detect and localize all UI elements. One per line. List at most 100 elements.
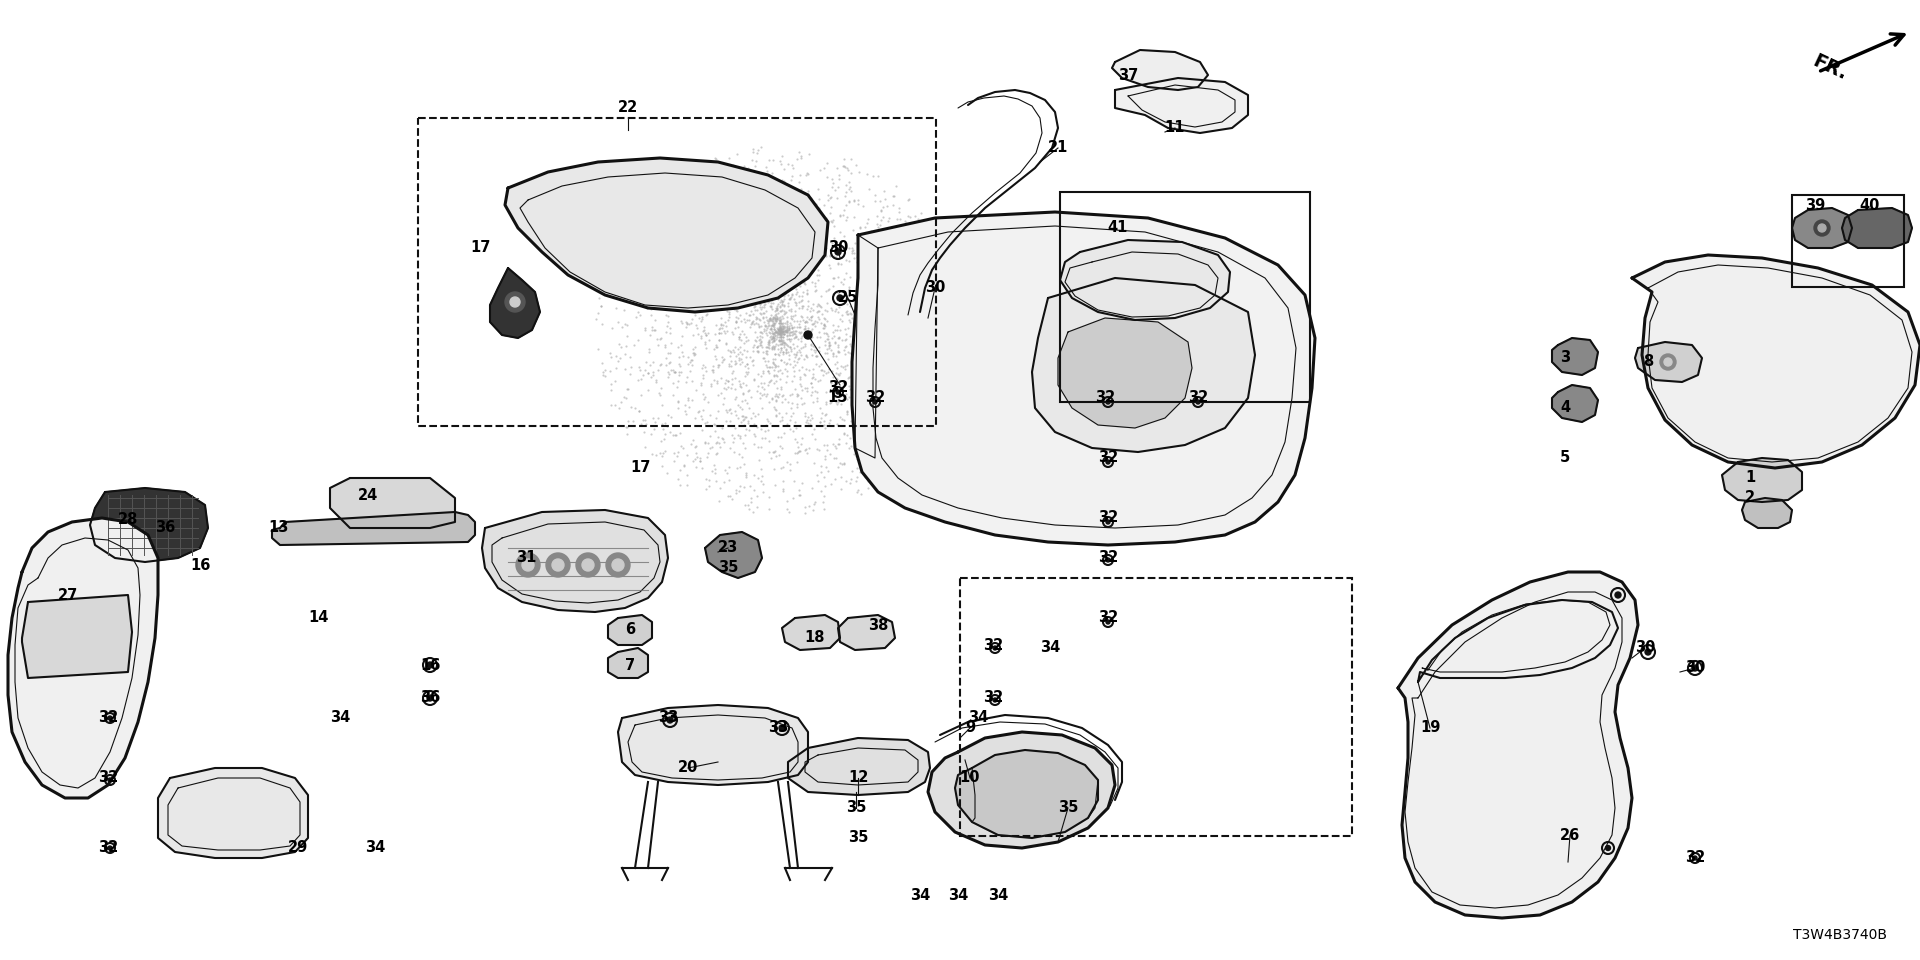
Text: 3: 3 (1559, 350, 1571, 366)
Polygon shape (273, 512, 474, 545)
Circle shape (1814, 220, 1830, 236)
Text: 24: 24 (357, 488, 378, 502)
Text: 6: 6 (624, 622, 636, 637)
Polygon shape (837, 615, 895, 650)
Text: 34: 34 (365, 841, 386, 855)
Polygon shape (609, 648, 649, 678)
Circle shape (1645, 649, 1651, 655)
Circle shape (1692, 665, 1697, 671)
Polygon shape (1116, 78, 1248, 133)
Circle shape (108, 778, 111, 782)
Bar (1791, 195, 1905, 287)
Polygon shape (705, 532, 762, 578)
Polygon shape (505, 158, 828, 312)
Circle shape (108, 716, 111, 720)
Text: 11: 11 (1165, 121, 1185, 135)
Text: 12: 12 (849, 771, 868, 785)
Polygon shape (8, 518, 157, 798)
Circle shape (545, 553, 570, 577)
Text: 4: 4 (1559, 400, 1571, 416)
Text: 30: 30 (1634, 640, 1655, 656)
Circle shape (1661, 354, 1676, 370)
Circle shape (612, 559, 624, 571)
Text: 34: 34 (989, 887, 1008, 902)
Polygon shape (787, 738, 929, 795)
Polygon shape (490, 268, 540, 338)
Text: 30: 30 (828, 241, 849, 255)
Text: 27: 27 (58, 588, 79, 603)
Text: 16: 16 (190, 558, 209, 572)
Circle shape (1665, 358, 1672, 366)
Text: 20: 20 (678, 760, 699, 776)
Circle shape (993, 698, 996, 702)
Text: 35: 35 (1058, 801, 1079, 815)
Polygon shape (157, 768, 307, 858)
Circle shape (780, 725, 785, 731)
Circle shape (553, 559, 564, 571)
Text: 5: 5 (1559, 450, 1571, 466)
Polygon shape (1741, 498, 1791, 528)
Polygon shape (1791, 208, 1853, 248)
Circle shape (835, 390, 841, 394)
Text: 34: 34 (968, 710, 989, 726)
Polygon shape (1033, 278, 1256, 452)
Text: 35: 35 (718, 561, 737, 575)
Circle shape (522, 559, 534, 571)
Text: 40: 40 (1860, 198, 1880, 212)
Text: 15: 15 (828, 391, 849, 405)
Text: 32: 32 (1686, 851, 1705, 866)
Text: 13: 13 (267, 520, 288, 536)
Text: 18: 18 (804, 631, 826, 645)
Text: 35: 35 (849, 830, 868, 846)
Text: 23: 23 (718, 540, 737, 556)
Circle shape (426, 662, 434, 668)
Text: T3W4B3740B: T3W4B3740B (1793, 928, 1887, 942)
Circle shape (582, 559, 593, 571)
Circle shape (1615, 592, 1620, 598)
Polygon shape (90, 488, 207, 562)
Circle shape (1106, 400, 1110, 404)
Text: 17: 17 (470, 241, 490, 255)
Text: 37: 37 (1117, 67, 1139, 83)
Text: 8: 8 (1644, 354, 1653, 370)
Polygon shape (781, 615, 841, 650)
Circle shape (666, 717, 674, 723)
Circle shape (1106, 460, 1110, 464)
Text: 30: 30 (1686, 660, 1705, 676)
Text: 7: 7 (624, 658, 636, 673)
Text: 26: 26 (1559, 828, 1580, 843)
Circle shape (108, 846, 111, 850)
Polygon shape (330, 478, 455, 528)
Text: 33: 33 (768, 721, 787, 735)
Polygon shape (1636, 342, 1701, 382)
Text: 32: 32 (1098, 511, 1117, 525)
Polygon shape (1722, 458, 1803, 502)
Polygon shape (1841, 208, 1912, 248)
Text: 22: 22 (618, 101, 637, 115)
Text: 2: 2 (1745, 491, 1755, 506)
Text: 1: 1 (1745, 470, 1755, 486)
Text: 35: 35 (847, 801, 866, 815)
Circle shape (804, 331, 812, 339)
Text: 32: 32 (1098, 450, 1117, 466)
Polygon shape (609, 615, 653, 645)
Circle shape (505, 292, 524, 312)
Circle shape (1106, 558, 1110, 562)
Text: 10: 10 (960, 771, 981, 785)
Text: 21: 21 (1048, 140, 1068, 156)
Bar (960, 578, 1352, 836)
Text: 28: 28 (117, 513, 138, 527)
Text: 16: 16 (420, 658, 440, 673)
Text: 34: 34 (948, 887, 968, 902)
Polygon shape (1551, 385, 1597, 422)
Text: 39: 39 (1805, 198, 1826, 212)
Polygon shape (1419, 600, 1619, 682)
Polygon shape (954, 750, 1098, 838)
Circle shape (516, 553, 540, 577)
Circle shape (835, 249, 841, 255)
Polygon shape (1398, 572, 1638, 918)
Text: 36: 36 (420, 690, 440, 706)
Text: 32: 32 (1188, 391, 1208, 405)
Polygon shape (852, 212, 1315, 545)
Text: FR.: FR. (1811, 52, 1851, 84)
